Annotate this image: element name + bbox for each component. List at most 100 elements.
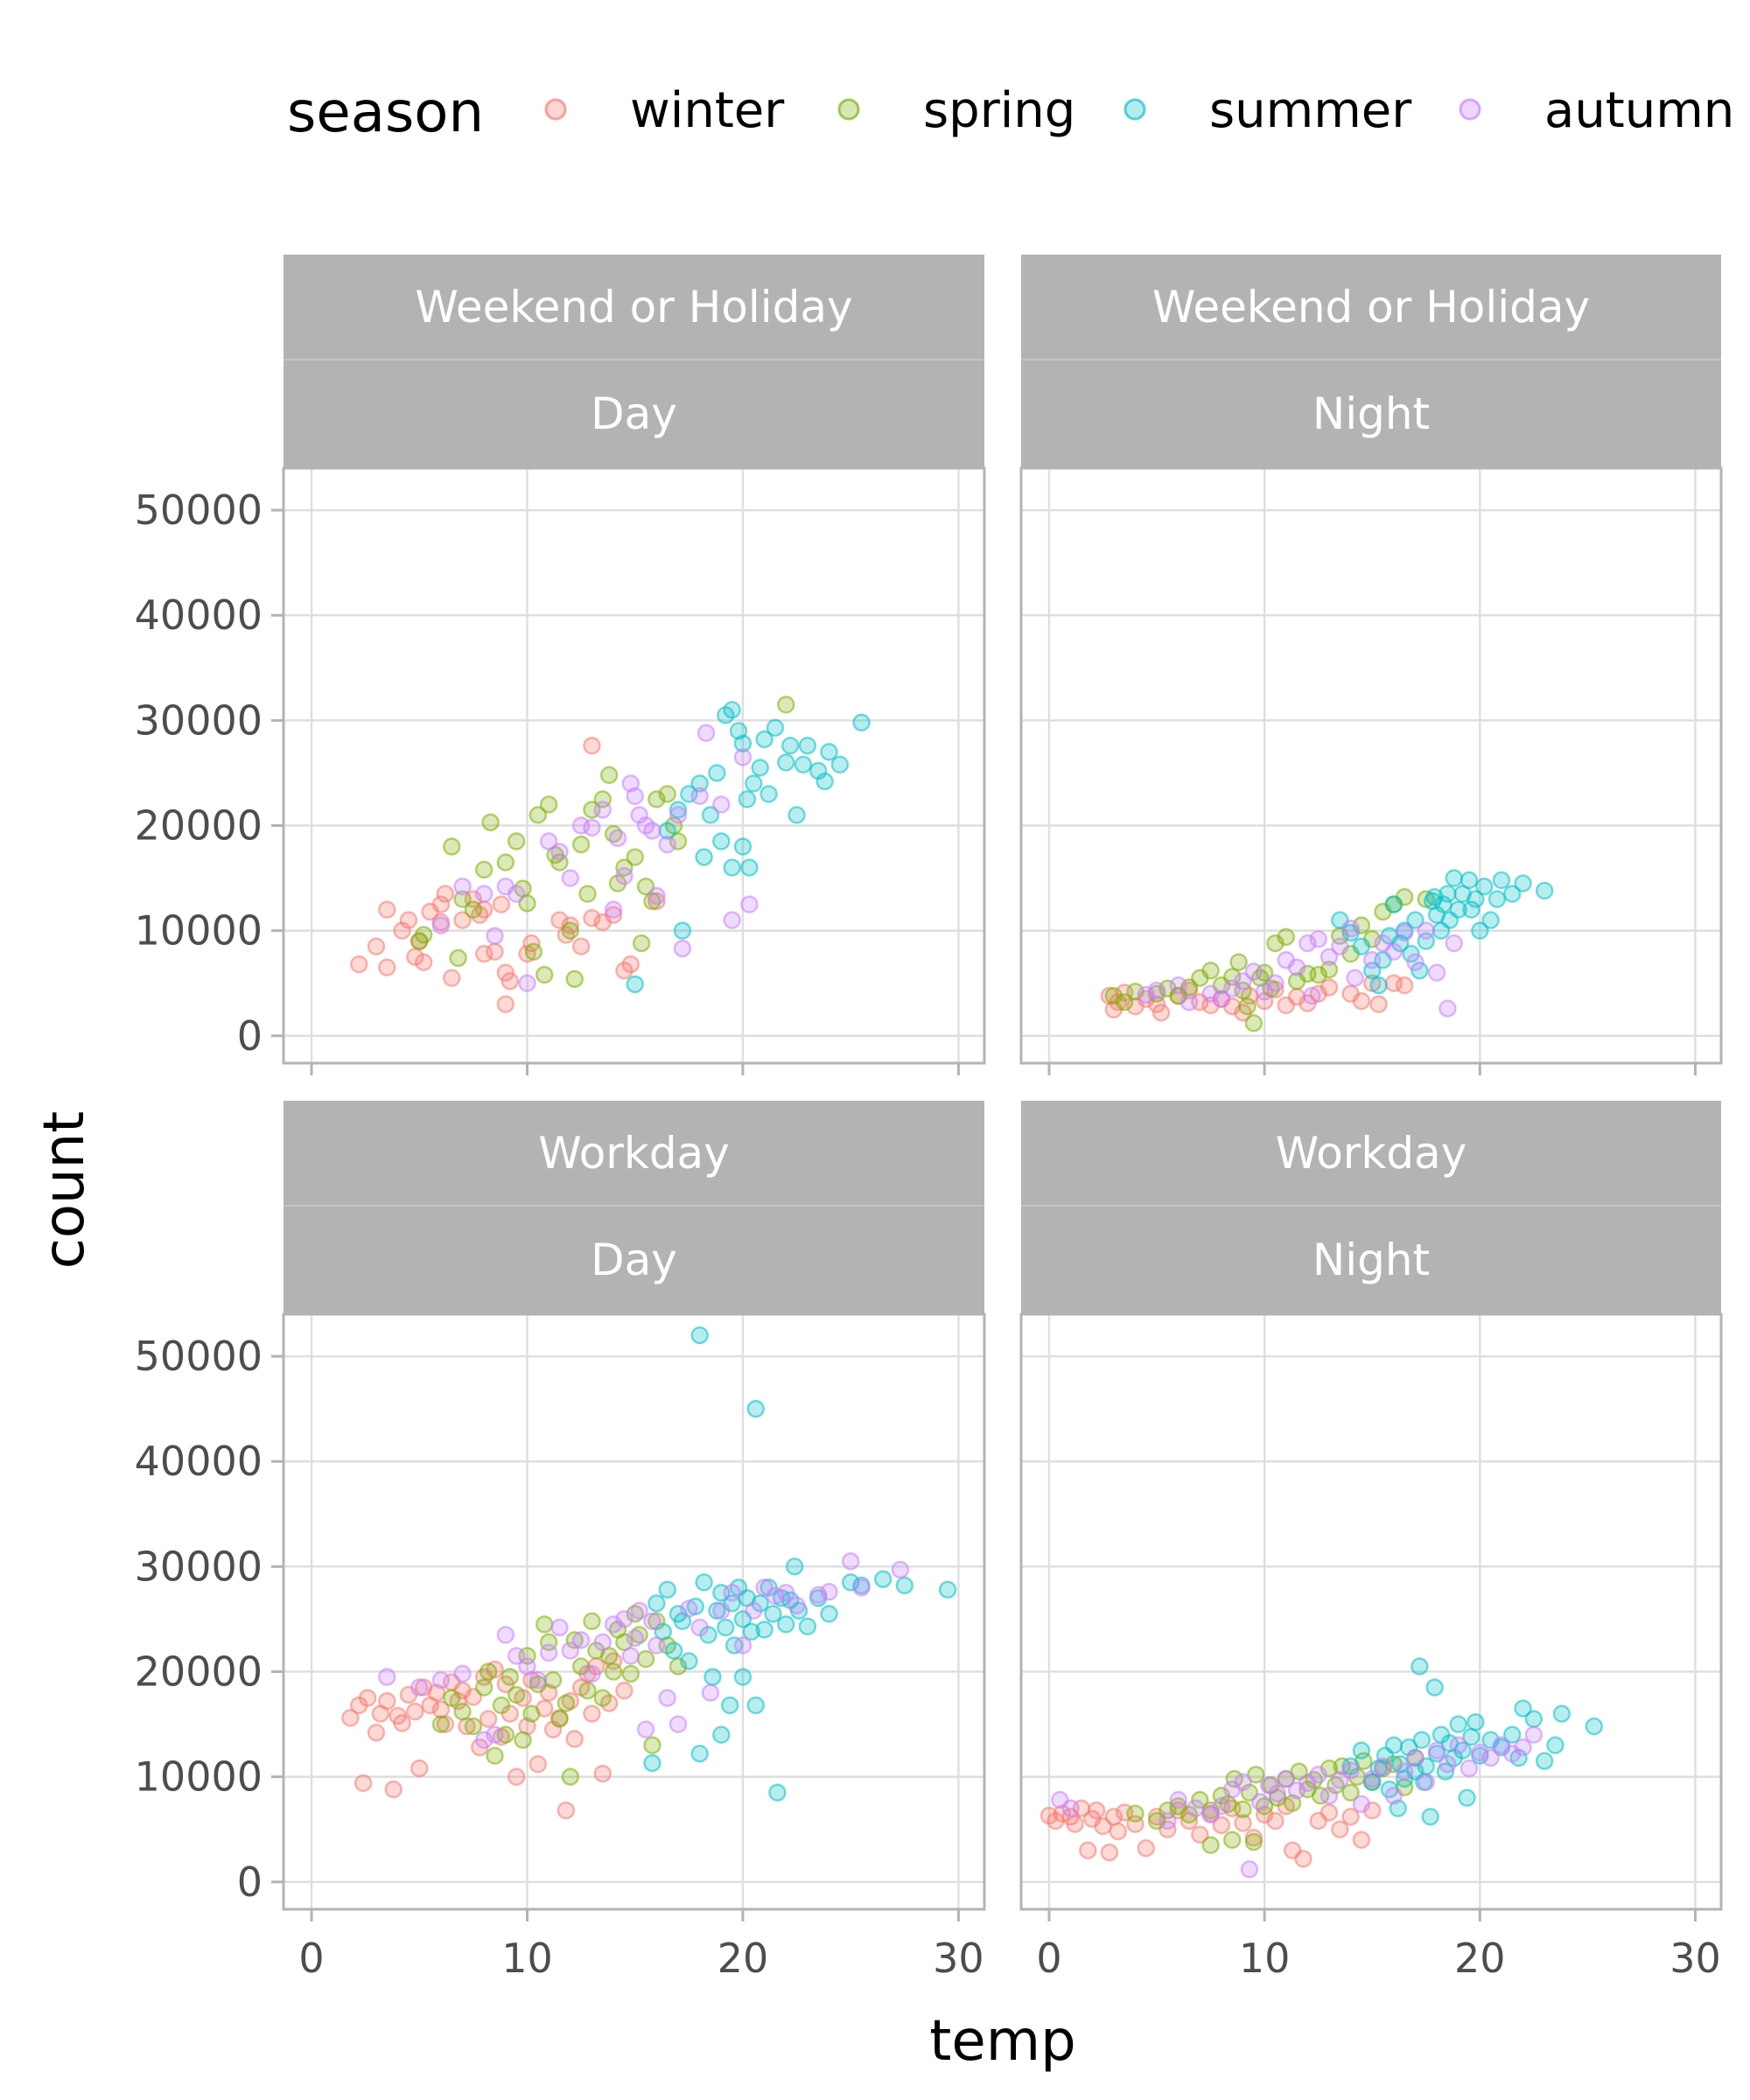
data-point-winter [1191,1825,1209,1844]
data-point-winter [399,911,418,929]
data-point-spring [492,1696,511,1715]
data-point-autumn [604,900,623,919]
strip-col-background [284,1206,984,1314]
data-point-summer [1410,962,1429,980]
data-point-spring [1180,1805,1199,1824]
data-point-summer [626,975,644,994]
data-point-autumn [1427,1741,1446,1760]
data-point-spring [1320,960,1339,979]
legend-label-summer: summer [1209,82,1412,139]
data-point-spring [475,860,494,879]
data-point-winter [1352,1830,1371,1849]
data-point-autumn [378,1668,396,1686]
data-point-summer [733,1668,752,1686]
data-point-winter [378,1691,396,1711]
data-point-autumn [626,1628,644,1648]
plot-background [284,1314,984,1909]
y-tick-label: 10000 [135,1754,262,1801]
data-point-spring [1341,1783,1360,1802]
data-point-autumn [1234,1773,1252,1791]
x-tick-label: 0 [298,1935,324,1982]
data-point-summer [720,1696,739,1715]
data-point-spring [443,837,461,856]
data-point-winter [479,1710,498,1728]
data-point-summer [938,1580,957,1599]
data-point-summer [668,801,688,819]
data-point-autumn [1460,1759,1479,1778]
strip-row-background [284,255,984,360]
data-point-winter [1395,976,1414,995]
data-point-summer [1352,1741,1371,1760]
data-point-autumn [1268,1784,1287,1803]
data-point-summer [766,718,785,737]
data-point-winter [583,736,601,755]
data-point-winter [507,1768,526,1786]
series-spring [410,696,795,989]
data-point-summer [1384,1736,1404,1754]
data-point-summer [738,790,757,808]
data-point-autumn [636,1720,655,1739]
series-winter [350,736,666,1013]
data-point-summer [723,701,741,719]
data-point-winter [350,955,368,974]
data-point-autumn [1352,1795,1371,1814]
data-point-autumn [518,1657,536,1676]
data-point-spring [481,813,500,832]
data-point-autumn [561,1642,579,1660]
data-point-autumn [1303,986,1321,1005]
data-point-winter [492,895,511,914]
data-point-autumn [852,1578,871,1597]
data-point-spring [1229,953,1248,971]
data-point-summer [704,1668,722,1686]
data-point-autumn [1449,1736,1467,1754]
strip-label-col: Night [1312,388,1430,439]
data-point-spring [593,1689,612,1707]
data-point-spring [604,1662,623,1681]
data-point-autumn [1212,1797,1231,1816]
data-point-winter [496,995,515,1013]
data-point-summer [712,1726,731,1744]
data-point-summer [798,1617,817,1636]
data-point-summer [680,1652,698,1670]
data-point-spring [464,900,483,919]
data-point-summer [745,774,763,793]
data-point-summer [673,921,692,940]
data-point-spring [621,1664,640,1684]
data-point-spring [565,1631,584,1649]
data-point-summer [690,1326,709,1345]
data-point-spring [1244,1014,1264,1032]
series-autumn [1137,920,1463,1018]
data-point-autumn [648,1636,666,1655]
data-point-autumn [723,911,741,929]
data-point-summer [1492,871,1511,890]
data-point-winter [367,1723,386,1742]
data-point-summer [1503,885,1522,903]
facet-panels: Weekend or HolidayDay0100002000030000400… [135,255,1723,1982]
data-point-summer [1460,871,1479,890]
data-point-summer [695,848,713,866]
data-point-autumn [1266,974,1284,992]
data-point-autumn [615,1610,634,1628]
data-point-autumn [690,1618,709,1637]
data-point-winter [615,962,634,980]
data-point-winter [415,953,433,971]
data-point-summer [1341,1757,1360,1775]
data-point-winter [367,937,386,956]
data-point-autumn [1212,990,1231,1008]
data-point-winter [384,1780,402,1799]
data-point-spring [571,835,591,854]
data-point-summer [708,764,726,782]
x-tick-label: 30 [1670,1935,1721,1982]
data-point-winter [1320,1803,1339,1822]
data-point-spring [449,948,467,968]
series-summer [626,701,871,994]
legend-key-summer [1124,98,1146,121]
data-point-autumn [550,1618,569,1637]
strip-label-col: Day [591,388,677,439]
data-point-autumn [583,1664,601,1684]
data-point-summer [723,858,741,877]
data-point-autumn [1427,963,1446,982]
data-point-spring [1223,1830,1242,1849]
data-point-summer [751,759,769,777]
